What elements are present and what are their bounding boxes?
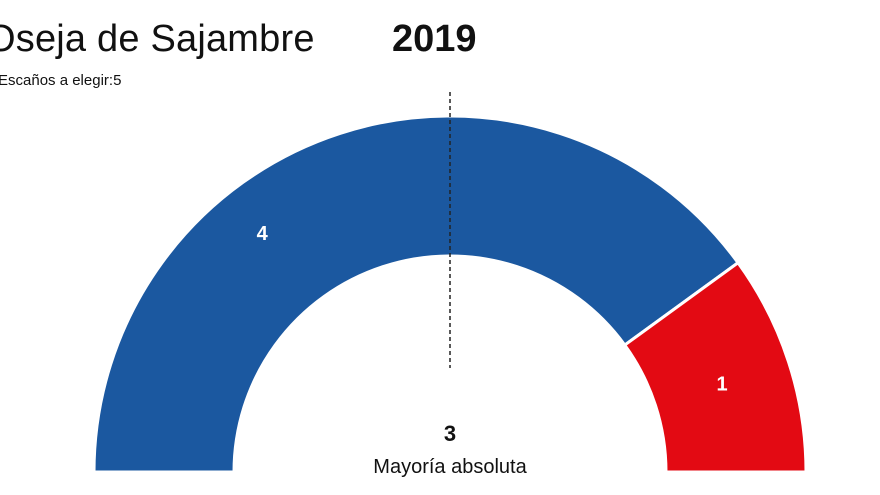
seat-label-1: 1 xyxy=(716,374,727,396)
chart-year: 2019 xyxy=(392,18,477,60)
seat-label-0: 4 xyxy=(257,223,269,245)
majority-value: 3 xyxy=(444,421,456,446)
seat-arcs: 41 xyxy=(92,114,808,474)
seat-arc-0 xyxy=(92,114,741,474)
seat-arc-1 xyxy=(622,260,808,474)
majority-label: Mayoría absoluta xyxy=(373,456,527,478)
chart-title: Oseja de Sajambre xyxy=(0,18,315,60)
chart-subtitle: Escaños a elegir:5 xyxy=(0,72,122,89)
